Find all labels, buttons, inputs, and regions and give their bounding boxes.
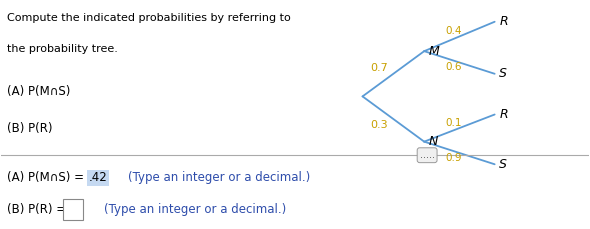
Text: .....: ..... xyxy=(419,150,435,160)
Text: (A) P(M∩S) =: (A) P(M∩S) = xyxy=(7,171,88,184)
Text: 0.3: 0.3 xyxy=(370,120,388,130)
Text: S: S xyxy=(499,158,507,171)
Text: 0.4: 0.4 xyxy=(445,27,462,36)
Text: N: N xyxy=(429,135,438,148)
Text: S: S xyxy=(499,67,507,80)
Text: 0.6: 0.6 xyxy=(445,63,462,72)
Text: M: M xyxy=(429,45,440,58)
Text: Compute the indicated probabilities by referring to: Compute the indicated probabilities by r… xyxy=(7,13,291,23)
Text: 0.1: 0.1 xyxy=(445,118,462,128)
Text: R: R xyxy=(499,108,508,121)
Text: (Type an integer or a decimal.): (Type an integer or a decimal.) xyxy=(104,203,286,216)
Text: R: R xyxy=(499,15,508,28)
Text: the probability tree.: the probability tree. xyxy=(7,44,118,54)
Text: .42: .42 xyxy=(88,171,107,184)
Text: 0.7: 0.7 xyxy=(370,63,388,73)
Text: (B) P(R) =: (B) P(R) = xyxy=(7,203,70,216)
Text: 0.9: 0.9 xyxy=(445,153,462,163)
Text: (A) P(M∩S): (A) P(M∩S) xyxy=(7,85,71,98)
Text: (B) P(R): (B) P(R) xyxy=(7,122,53,135)
Text: (Type an integer or a decimal.): (Type an integer or a decimal.) xyxy=(127,171,310,184)
